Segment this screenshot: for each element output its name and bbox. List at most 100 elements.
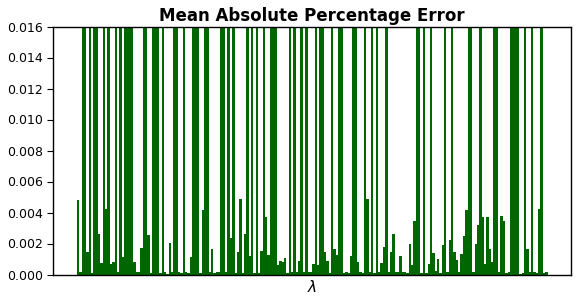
Bar: [105, 209, 108, 275]
Bar: [496, 0, 498, 275]
Bar: [488, 249, 491, 275]
Bar: [491, 262, 494, 275]
Bar: [498, 272, 501, 275]
Bar: [275, 0, 277, 275]
Bar: [239, 199, 242, 275]
Bar: [463, 236, 465, 275]
Bar: [117, 272, 119, 275]
Bar: [261, 251, 263, 275]
Bar: [218, 271, 220, 275]
Bar: [284, 258, 286, 275]
Bar: [514, 0, 517, 275]
Bar: [169, 243, 171, 275]
Bar: [152, 0, 154, 275]
Bar: [281, 262, 284, 275]
Bar: [258, 273, 261, 275]
Bar: [340, 0, 343, 275]
Bar: [343, 273, 345, 275]
Bar: [140, 248, 143, 275]
Bar: [521, 273, 524, 275]
Bar: [178, 272, 180, 275]
Bar: [494, 0, 496, 275]
Bar: [439, 273, 442, 275]
Bar: [416, 0, 418, 275]
Bar: [524, 0, 527, 275]
Bar: [373, 273, 376, 275]
Bar: [477, 225, 479, 275]
Bar: [451, 0, 453, 275]
Bar: [77, 200, 79, 275]
Bar: [545, 272, 547, 275]
Bar: [131, 0, 134, 275]
Bar: [385, 0, 387, 275]
Bar: [501, 216, 503, 275]
Bar: [251, 0, 253, 275]
Bar: [79, 272, 81, 275]
Bar: [390, 252, 392, 275]
Bar: [352, 0, 354, 275]
Bar: [470, 0, 472, 275]
Bar: [136, 272, 138, 275]
Bar: [209, 272, 211, 275]
Bar: [166, 274, 169, 275]
Bar: [449, 240, 451, 275]
Bar: [354, 0, 357, 275]
Bar: [157, 0, 160, 275]
Bar: [298, 261, 301, 275]
Bar: [242, 273, 244, 275]
Bar: [479, 0, 481, 275]
Bar: [455, 260, 458, 275]
Bar: [270, 0, 272, 275]
Bar: [162, 0, 164, 275]
Bar: [387, 272, 390, 275]
Bar: [461, 254, 463, 275]
Bar: [517, 0, 519, 275]
Bar: [406, 273, 409, 275]
Bar: [180, 273, 183, 275]
Bar: [329, 273, 331, 275]
Bar: [147, 235, 150, 275]
Bar: [263, 0, 265, 275]
Bar: [253, 273, 255, 275]
Bar: [402, 272, 404, 275]
Bar: [378, 272, 380, 275]
Bar: [101, 263, 103, 275]
Bar: [486, 217, 488, 275]
Title: Mean Absolute Percentage Error: Mean Absolute Percentage Error: [160, 7, 465, 25]
Bar: [423, 0, 425, 275]
Bar: [481, 217, 484, 275]
Bar: [458, 272, 461, 275]
X-axis label: λ: λ: [307, 280, 317, 295]
Bar: [265, 217, 268, 275]
Bar: [91, 273, 94, 275]
Bar: [160, 273, 162, 275]
Bar: [112, 262, 114, 275]
Bar: [531, 0, 533, 275]
Bar: [164, 272, 166, 275]
Bar: [399, 256, 402, 275]
Bar: [366, 200, 369, 275]
Bar: [305, 0, 307, 275]
Bar: [324, 252, 327, 275]
Bar: [199, 273, 202, 275]
Bar: [380, 263, 383, 275]
Bar: [94, 0, 96, 275]
Bar: [279, 261, 281, 275]
Bar: [183, 0, 185, 275]
Bar: [369, 272, 371, 275]
Bar: [533, 272, 536, 275]
Bar: [96, 0, 98, 275]
Bar: [268, 255, 270, 275]
Bar: [143, 0, 145, 275]
Bar: [216, 272, 218, 275]
Bar: [220, 0, 223, 275]
Bar: [430, 0, 432, 275]
Bar: [503, 221, 505, 275]
Bar: [505, 273, 507, 275]
Bar: [540, 0, 543, 275]
Bar: [336, 255, 338, 275]
Bar: [395, 272, 397, 275]
Bar: [446, 272, 449, 275]
Bar: [357, 262, 360, 275]
Bar: [86, 252, 88, 275]
